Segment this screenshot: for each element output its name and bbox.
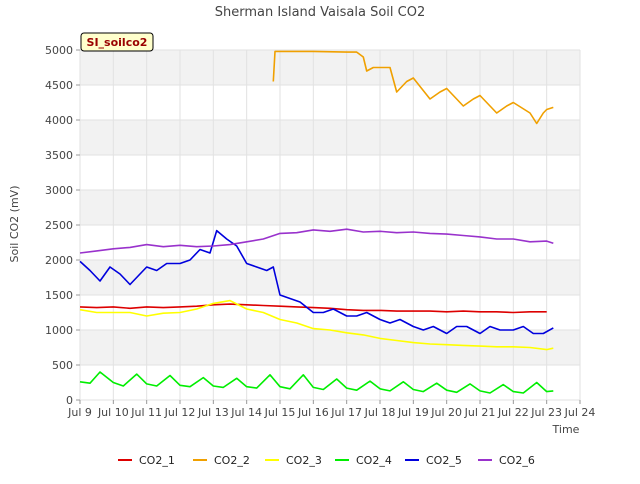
x-tick-label: Jul 21 (464, 406, 496, 419)
grid-band (80, 50, 580, 85)
series-line-co2-1 (79, 303, 547, 314)
site-badge: SI_soilco2 (80, 32, 154, 52)
y-tick-label: 2500 (45, 219, 73, 232)
x-tick-label: Jul 15 (264, 406, 296, 419)
x-tick-label: Jul 24 (564, 406, 596, 419)
y-tick-label: 2000 (45, 254, 73, 267)
x-tick-label: Jul 13 (197, 406, 229, 419)
x-axis-ticks: Jul 9 Jul 10 Jul 11 Jul 12 Jul 13 Jul 14 Jul 1… (67, 400, 595, 419)
y-tick-label: 1500 (45, 289, 73, 302)
x-tick-label: Jul 20 (430, 406, 462, 419)
legend-label: CO2_3 (286, 454, 322, 467)
legend: CO2_1 CO2_2 CO2_3 CO2_4 CO2_5 CO2_6 (118, 454, 535, 467)
x-tick-label: Jul 19 (397, 406, 429, 419)
y-tick-label: 500 (52, 359, 73, 372)
x-tick-label: Jul 11 (130, 406, 162, 419)
legend-label: CO2_1 (139, 454, 175, 467)
grid-band (80, 120, 580, 155)
site-badge-box (80, 32, 154, 52)
y-tick-label: 5000 (45, 44, 73, 57)
y-tick-label: 3000 (45, 184, 73, 197)
series-line-co2-3 (79, 299, 554, 351)
x-tick-label: Jul 16 (297, 406, 329, 419)
legend-label: CO2_6 (499, 454, 535, 467)
legend-label: CO2_5 (426, 454, 462, 467)
y-tick-label: 4500 (45, 79, 73, 92)
y-axis-ticks: 0 500 1000 1500 2000 2500 3000 3500 4000 4500 5000 (45, 44, 80, 407)
y-tick-label: 0 (66, 394, 73, 407)
y-axis-label: Soil CO2 (mV) (8, 186, 21, 263)
y-tick-label: 3500 (45, 149, 73, 162)
x-tick-label: Jul 10 (97, 406, 129, 419)
series-line-co2-5 (79, 229, 554, 335)
series-line-co2-4 (79, 371, 554, 394)
x-tick-label: Jul 9 (67, 406, 92, 419)
x-tick-label: Jul 17 (330, 406, 362, 419)
x-tick-label: Jul 23 (530, 406, 562, 419)
plot-series (79, 50, 554, 394)
plot-grid (79, 49, 581, 401)
x-axis-label: Time (552, 423, 580, 436)
x-tick-label: Jul 18 (364, 406, 396, 419)
legend-label: CO2_4 (356, 454, 392, 467)
chart-title: Sherman Island Vaisala Soil CO2 (215, 5, 425, 20)
x-tick-label: Jul 22 (497, 406, 529, 419)
grid-band (80, 260, 580, 295)
x-tick-label: Jul 14 (230, 406, 262, 419)
legend-label: CO2_2 (214, 454, 250, 467)
y-tick-label: 4000 (45, 114, 73, 127)
series-line-co2-2 (272, 50, 554, 125)
site-badge-label: SI_soilco2 (87, 36, 148, 49)
series-line-co2-6 (79, 228, 554, 254)
grid-band (80, 190, 580, 225)
y-tick-label: 1000 (45, 324, 73, 337)
x-tick-label: Jul 12 (164, 406, 196, 419)
